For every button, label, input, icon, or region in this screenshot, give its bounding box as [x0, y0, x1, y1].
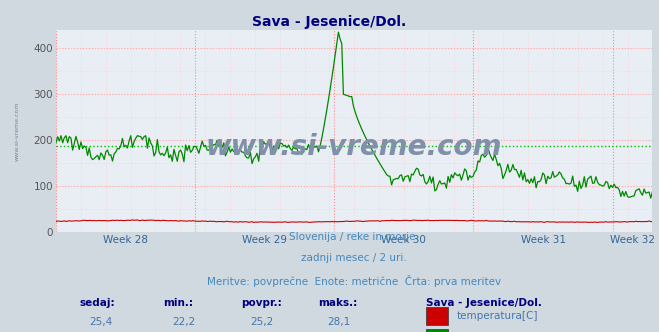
Bar: [426, 307, 448, 325]
Text: sedaj:: sedaj:: [80, 298, 115, 308]
Text: 28,1: 28,1: [328, 317, 351, 327]
Text: min.:: min.:: [163, 298, 193, 308]
Text: maks.:: maks.:: [318, 298, 358, 308]
Text: Sava - Jesenice/Dol.: Sava - Jesenice/Dol.: [252, 15, 407, 29]
Text: 25,2: 25,2: [250, 317, 273, 327]
Bar: [426, 329, 448, 332]
Text: Slovenija / reke in morje.: Slovenija / reke in morje.: [289, 232, 419, 242]
Text: povpr.:: povpr.:: [241, 298, 281, 308]
Text: Sava - Jesenice/Dol.: Sava - Jesenice/Dol.: [426, 298, 542, 308]
Text: 22,2: 22,2: [172, 317, 196, 327]
Text: 25,4: 25,4: [89, 317, 112, 327]
Text: zadnji mesec / 2 uri.: zadnji mesec / 2 uri.: [301, 254, 407, 264]
Text: www.si-vreme.com: www.si-vreme.com: [206, 133, 502, 161]
Text: Meritve: povprečne  Enote: metrične  Črta: prva meritev: Meritve: povprečne Enote: metrične Črta:…: [207, 275, 501, 287]
Text: www.si-vreme.com: www.si-vreme.com: [14, 101, 20, 161]
Text: temperatura[C]: temperatura[C]: [457, 311, 538, 321]
